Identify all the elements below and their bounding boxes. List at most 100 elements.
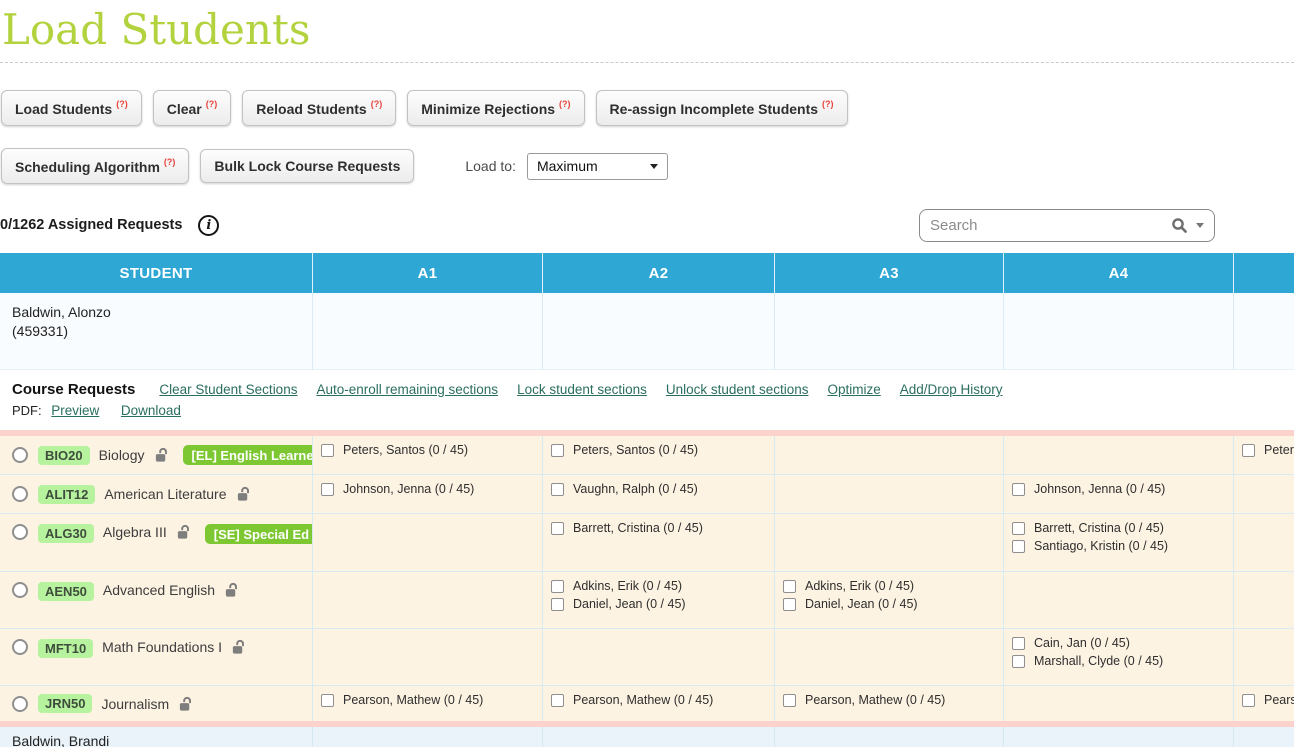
section-option[interactable]: Johnson, Jenna (0 / 45) bbox=[321, 482, 542, 496]
section-option[interactable]: Peters, Santos (0 / 45) bbox=[551, 443, 774, 457]
section-checkbox[interactable] bbox=[1012, 654, 1025, 668]
course-requests-heading: Course Requests bbox=[12, 381, 136, 398]
section-checkbox[interactable] bbox=[321, 482, 334, 496]
section-option[interactable]: Barrett, Cristina (0 / 45) bbox=[551, 521, 774, 535]
course-radio[interactable] bbox=[12, 639, 28, 655]
student-name-cell[interactable]: Baldwin, Alonzo (459331) bbox=[0, 293, 313, 370]
clear-button[interactable]: Clear (?) bbox=[152, 90, 232, 126]
section-checkbox[interactable] bbox=[783, 693, 796, 707]
course-code-badge: MFT10 bbox=[38, 639, 94, 658]
section-option[interactable]: Adkins, Erik (0 / 45) bbox=[551, 579, 774, 593]
section-option[interactable]: Pearson, Mathew (0 / 45) bbox=[321, 693, 542, 707]
course-code-badge: ALIT12 bbox=[38, 484, 96, 504]
help-icon[interactable]: (?) bbox=[559, 99, 571, 109]
section-option[interactable]: Peters, Santos (0 / 45) bbox=[321, 443, 542, 457]
section-option[interactable]: Cain, Jan (0 / 45) bbox=[1012, 636, 1233, 650]
help-icon[interactable]: (?) bbox=[205, 99, 218, 109]
section-checkbox[interactable] bbox=[551, 482, 564, 496]
section-checkbox[interactable] bbox=[321, 693, 334, 707]
pdf-preview-link[interactable]: Preview bbox=[51, 403, 100, 418]
load-students-button[interactable]: Load Students (?) bbox=[1, 90, 142, 126]
course-code-badge: ALG30 bbox=[38, 524, 94, 543]
section-checkbox[interactable] bbox=[551, 443, 564, 457]
search-icon[interactable] bbox=[1171, 217, 1188, 234]
section-checkbox[interactable] bbox=[551, 597, 564, 611]
help-icon[interactable]: (?) bbox=[370, 99, 383, 109]
section-checkbox[interactable] bbox=[1012, 521, 1025, 535]
scheduling-algorithm-button[interactable]: Scheduling Algorithm (?) bbox=[1, 148, 190, 184]
unlock-student-sections-link[interactable]: Unlock student sections bbox=[665, 382, 809, 397]
column-header-a3[interactable]: A3 bbox=[775, 253, 1004, 293]
section-checkbox[interactable] bbox=[1012, 482, 1025, 496]
special-ed-badge: [SE] Special Ed bbox=[204, 524, 312, 544]
search-options-caret-icon[interactable] bbox=[1196, 222, 1204, 228]
course-radio[interactable] bbox=[12, 486, 28, 502]
section-checkbox[interactable] bbox=[1012, 636, 1025, 650]
section-checkbox[interactable] bbox=[321, 443, 334, 457]
course-row: BIO20 Biology [EL] English Learner Peter… bbox=[0, 436, 1294, 474]
section-checkbox[interactable] bbox=[1242, 443, 1255, 457]
lock-icon[interactable] bbox=[178, 696, 193, 712]
section-option[interactable]: Pearson, Mathew (0 / 45) bbox=[551, 693, 774, 707]
button-label: Bulk Lock Course Requests bbox=[214, 158, 401, 174]
help-icon[interactable]: (?) bbox=[116, 99, 128, 109]
lock-icon[interactable] bbox=[224, 582, 239, 598]
student-name-cell[interactable]: Baldwin, Brandi bbox=[0, 727, 313, 747]
section-option[interactable]: Pearson, Mathew (0 / 45) bbox=[1242, 693, 1294, 707]
section-checkbox[interactable] bbox=[783, 579, 796, 593]
section-option[interactable]: Marshall, Clyde (0 / 45) bbox=[1012, 654, 1233, 668]
section-option[interactable]: Daniel, Jean (0 / 45) bbox=[783, 597, 1003, 611]
clear-student-sections-link[interactable]: Clear Student Sections bbox=[159, 382, 298, 397]
reassign-incomplete-students-button[interactable]: Re-assign Incomplete Students (?) bbox=[595, 90, 848, 126]
section-cell bbox=[775, 514, 1004, 571]
section-checkbox[interactable] bbox=[783, 597, 796, 611]
minimize-rejections-button[interactable]: Minimize Rejections (?) bbox=[407, 90, 585, 126]
help-icon[interactable]: (?) bbox=[822, 99, 834, 109]
course-radio[interactable] bbox=[12, 524, 28, 540]
section-cell: Peters, Santos (0 / 45) bbox=[543, 436, 775, 474]
section-checkbox[interactable] bbox=[551, 521, 564, 535]
search-box bbox=[919, 208, 1215, 242]
lock-icon[interactable] bbox=[154, 447, 169, 463]
section-checkbox[interactable] bbox=[551, 693, 564, 707]
section-option[interactable]: Daniel, Jean (0 / 45) bbox=[551, 597, 774, 611]
search-input[interactable] bbox=[930, 216, 1171, 234]
student-period-cell bbox=[1234, 727, 1294, 747]
load-to-select[interactable]: Maximum bbox=[526, 152, 668, 180]
course-radio[interactable] bbox=[12, 582, 28, 598]
lock-student-sections-link[interactable]: Lock student sections bbox=[517, 382, 647, 397]
reload-students-button[interactable]: Reload Students (?) bbox=[242, 90, 397, 126]
section-option[interactable]: Pearson, Mathew (0 / 45) bbox=[783, 693, 1003, 707]
section-checkbox[interactable] bbox=[1012, 539, 1025, 553]
column-header-a4[interactable]: A4 bbox=[1004, 253, 1234, 293]
info-icon[interactable]: i bbox=[198, 214, 220, 236]
section-option[interactable]: Barrett, Cristina (0 / 45) bbox=[1012, 521, 1233, 535]
column-header-student[interactable]: STUDENT bbox=[0, 253, 313, 293]
lock-icon[interactable] bbox=[231, 639, 246, 655]
section-option[interactable]: Johnson, Jenna (0 / 45) bbox=[1012, 482, 1233, 496]
section-option[interactable]: Santiago, Kristin (0 / 45) bbox=[1012, 539, 1233, 553]
course-radio[interactable] bbox=[12, 447, 28, 463]
section-checkbox[interactable] bbox=[1242, 693, 1255, 707]
column-header-a1[interactable]: A1 bbox=[313, 253, 543, 293]
section-checkbox[interactable] bbox=[551, 579, 564, 593]
section-cell: Cain, Jan (0 / 45) Marshall, Clyde (0 / … bbox=[1004, 629, 1234, 685]
section-cell: Barrett, Cristina (0 / 45) Santiago, Kri… bbox=[1004, 514, 1234, 571]
section-cell: Barrett, Cristina (0 / 45) bbox=[543, 514, 775, 571]
help-icon[interactable]: (?) bbox=[163, 157, 176, 167]
section-cell bbox=[313, 629, 543, 685]
course-radio[interactable] bbox=[12, 695, 28, 712]
bulk-lock-course-requests-button[interactable]: Bulk Lock Course Requests bbox=[200, 149, 415, 183]
pdf-download-link[interactable]: Download bbox=[120, 403, 181, 418]
section-option[interactable]: Adkins, Erik (0 / 45) bbox=[783, 579, 1003, 593]
load-to-selected-value: Maximum bbox=[536, 158, 598, 174]
section-option[interactable]: Peters, Santos (0 / 45) bbox=[1242, 443, 1294, 457]
auto-enroll-remaining-sections-link[interactable]: Auto-enroll remaining sections bbox=[316, 382, 499, 397]
lock-icon[interactable] bbox=[236, 486, 251, 502]
lock-icon[interactable] bbox=[176, 524, 191, 540]
section-option[interactable]: Vaughn, Ralph (0 / 45) bbox=[551, 482, 774, 496]
column-header-a2[interactable]: A2 bbox=[543, 253, 775, 293]
optimize-link[interactable]: Optimize bbox=[827, 382, 881, 397]
add-drop-history-link[interactable]: Add/Drop History bbox=[899, 382, 1003, 397]
student-name: Baldwin, Brandi bbox=[12, 733, 110, 747]
